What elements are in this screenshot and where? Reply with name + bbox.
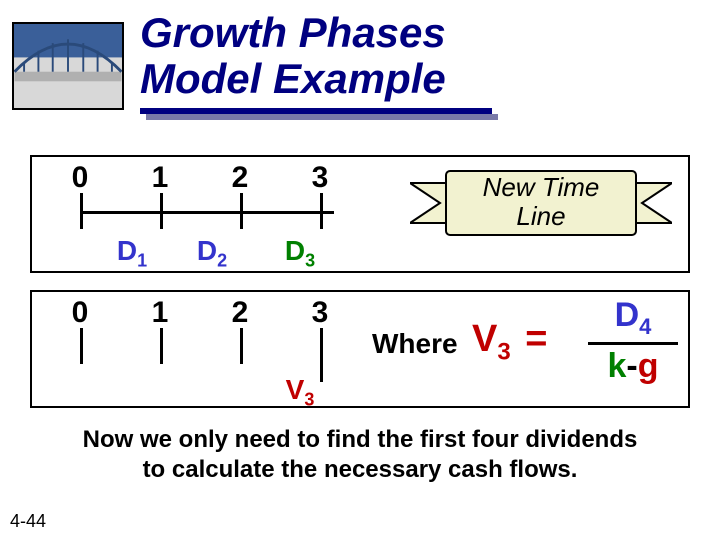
timeline-tick bbox=[80, 193, 83, 229]
dividend-label: D3 bbox=[270, 235, 330, 272]
fraction: D4 k-g bbox=[588, 296, 678, 386]
title-block: Growth Phases Model Example bbox=[140, 10, 492, 118]
v3-equals: V3 = bbox=[472, 318, 551, 367]
timeline-tick bbox=[80, 328, 83, 364]
timeline-hline bbox=[82, 211, 334, 214]
caption-line2: to calculate the necessary cash flows. bbox=[143, 456, 578, 483]
timeline-tick bbox=[160, 328, 163, 364]
timeline-panel-2: 0 1 2 3 V3 Where V3 = D4 k-g bbox=[30, 290, 690, 408]
new-timeline-banner: New Time Line bbox=[410, 163, 672, 243]
timeline-tick bbox=[240, 328, 243, 364]
title-underline bbox=[140, 108, 492, 118]
timeline-number: 1 bbox=[140, 161, 180, 195]
timeline-tick bbox=[240, 193, 243, 229]
v3-lhs: V3 bbox=[472, 318, 511, 360]
timeline-number: 2 bbox=[220, 161, 260, 195]
banner-text: New Time Line bbox=[410, 173, 672, 230]
bridge-thumbnail bbox=[12, 22, 124, 110]
fraction-denominator: k-g bbox=[588, 347, 678, 386]
timeline-number: 0 bbox=[60, 296, 100, 330]
timeline-number: 2 bbox=[220, 296, 260, 330]
timeline-panel-1: 0 1 2 3 D1 D2 D3 New Time Line bbox=[30, 155, 690, 273]
dividend-label: D2 bbox=[182, 235, 242, 272]
dividend-label: D1 bbox=[102, 235, 162, 272]
page-number: 4-44 bbox=[10, 511, 46, 532]
banner-line1: New Time bbox=[483, 172, 600, 202]
timeline-tick bbox=[320, 193, 323, 229]
caption: Now we only need to find the first four … bbox=[0, 425, 720, 485]
bridge-icon bbox=[14, 24, 122, 108]
timeline-number: 0 bbox=[60, 161, 100, 195]
slide-title-line2: Model Example bbox=[140, 56, 492, 102]
fraction-bar bbox=[588, 342, 678, 345]
timeline-tick bbox=[160, 193, 163, 229]
timeline-number: 3 bbox=[300, 296, 340, 330]
v3-label: V3 bbox=[270, 374, 330, 411]
timeline-number: 3 bbox=[300, 161, 340, 195]
timeline-number: 1 bbox=[140, 296, 180, 330]
slide-title-line1: Growth Phases bbox=[140, 10, 492, 56]
caption-line1: Now we only need to find the first four … bbox=[83, 426, 638, 453]
fraction-numerator: D4 bbox=[588, 296, 678, 340]
where-label: Where bbox=[372, 328, 458, 360]
equals-sign: = bbox=[521, 318, 551, 360]
banner-line2: Line bbox=[516, 201, 565, 231]
